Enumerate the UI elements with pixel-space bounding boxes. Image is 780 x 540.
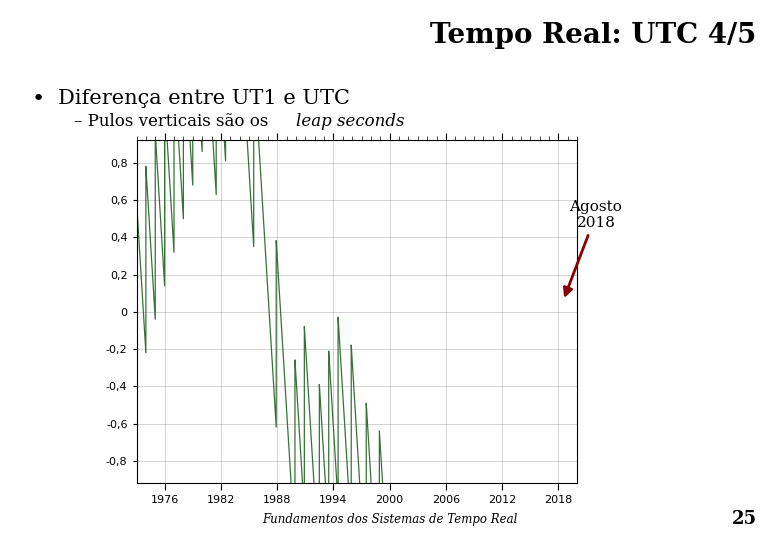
Text: •: • [31,89,44,109]
Text: 25: 25 [732,510,757,529]
Text: Tempo Real: UTC 4/5: Tempo Real: UTC 4/5 [431,22,757,49]
Text: Diferença entre UT1 e UTC: Diferença entre UT1 e UTC [58,89,350,108]
Text: Agosto
2018: Agosto 2018 [565,200,622,295]
Text: Fundamentos dos Sistemas de Tempo Real: Fundamentos dos Sistemas de Tempo Real [262,513,518,526]
Text: leap seconds: leap seconds [296,113,405,130]
Text: – Pulos verticais são os: – Pulos verticais são os [74,113,274,130]
